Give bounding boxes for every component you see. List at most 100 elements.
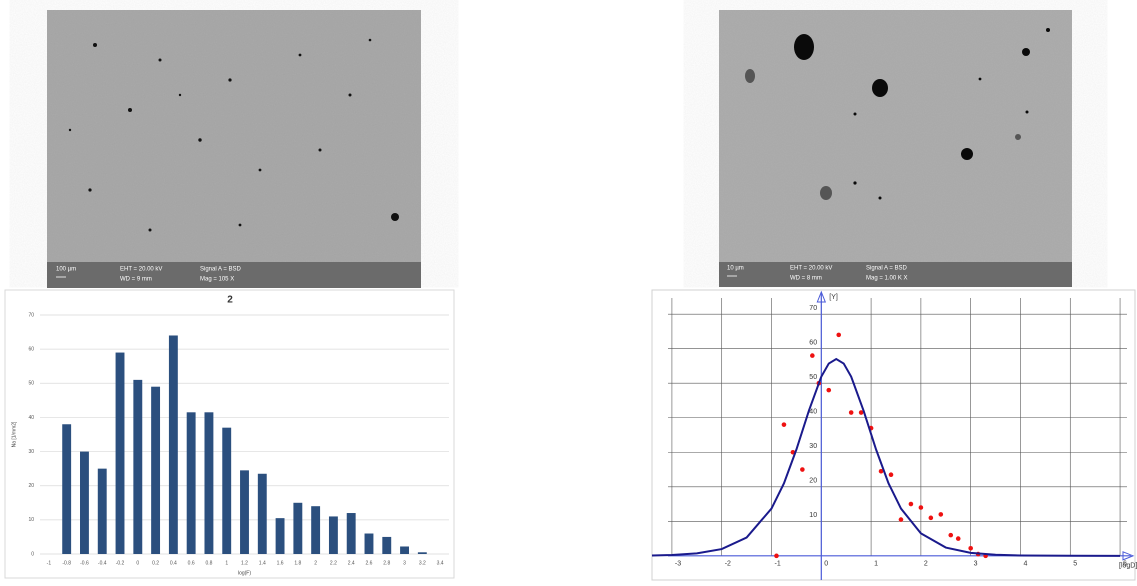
x-tick-label: 2.4	[348, 560, 355, 566]
x-tick-label: 1.2	[241, 560, 248, 566]
info-text: Signal A = BSD	[866, 266, 908, 272]
bar	[311, 506, 321, 554]
y-tick-label: 20	[28, 483, 34, 489]
x-tick-label: 6	[1123, 561, 1127, 568]
data-point	[928, 515, 934, 521]
data-point	[810, 353, 815, 358]
y-axis-label: Na [1/mm2]	[11, 421, 17, 447]
data-point	[968, 545, 973, 551]
x-tick-label: 1.4	[259, 560, 266, 566]
x-tick-label: 3	[974, 561, 978, 568]
y-tick-label: 60	[28, 346, 34, 352]
x-tick-label: 0.6	[188, 560, 195, 566]
x-tick-label: -0.6	[80, 560, 89, 566]
x-tick-label: 3	[403, 560, 406, 566]
y-tick-label: 40	[809, 409, 817, 416]
y-tick-label: 40	[28, 415, 34, 421]
data-point	[774, 553, 779, 559]
data-point	[955, 536, 961, 541]
bar	[80, 451, 89, 554]
x-tick-label: 2.6	[366, 560, 373, 566]
data-point	[858, 410, 864, 415]
bar	[133, 379, 143, 554]
x-tick-label: 1.8	[294, 560, 301, 566]
data-point	[938, 512, 944, 517]
data-point	[888, 472, 894, 478]
info-text: Mag = 105 X	[200, 277, 234, 283]
info-text: Signal A = BSD	[200, 267, 242, 273]
x-tick-label: 0.2	[152, 560, 159, 566]
data-point	[800, 467, 805, 472]
y-axis-label: [Y]	[829, 294, 838, 301]
scale-bar: 100 µm	[56, 267, 76, 273]
data-point	[908, 501, 914, 507]
sem-image: 10 µm EHT = 20.00 kV WD = 8 mm Signal A …	[719, 10, 1072, 287]
y-tick-label: 10	[809, 512, 817, 519]
bar	[417, 552, 427, 554]
info-text: EHT = 20.00 kV	[790, 266, 832, 272]
sem-image: 100 µm EHT = 20.00 kV WD = 9 mm Signal A…	[47, 10, 421, 288]
x-tick-label: 2.2	[330, 560, 337, 566]
x-tick-label: -0.4	[98, 560, 107, 566]
y-tick-label: 30	[28, 449, 34, 455]
y-tick-label: 50	[28, 381, 34, 387]
bar	[62, 424, 72, 554]
x-tick-label: -0.8	[62, 560, 71, 566]
x-tick-label: 0	[136, 560, 139, 566]
x-axis-label: [logD]	[1119, 563, 1137, 570]
data-point	[878, 468, 884, 474]
data-point	[898, 517, 904, 522]
bar	[115, 352, 125, 554]
bar	[168, 335, 178, 554]
bar	[346, 513, 356, 554]
chart-frame	[651, 289, 1136, 581]
bar	[186, 412, 196, 554]
x-tick-label: 3.4	[437, 560, 444, 566]
x-tick-label: 0.4	[170, 560, 177, 566]
x-tick-label: -1	[775, 561, 781, 568]
x-tick-label: 3.2	[419, 560, 426, 566]
axis-arrow	[816, 290, 827, 303]
bar	[204, 412, 214, 554]
x-tick-label: -3	[675, 561, 681, 568]
data-point	[918, 505, 924, 510]
info-text: EHT = 20.00 kV	[120, 267, 162, 273]
x-tick-label: 1	[874, 561, 878, 568]
bar	[382, 536, 392, 554]
y-tick-label: 70	[809, 305, 817, 312]
y-tick-label: 50	[809, 374, 817, 381]
bar	[151, 386, 161, 554]
bar	[364, 533, 374, 554]
data-point	[826, 387, 832, 393]
fit-curve	[651, 357, 1121, 557]
info-text: WD = 9 mm	[120, 277, 152, 283]
bar	[257, 473, 267, 554]
data-point	[781, 422, 787, 427]
x-tick-label: -1	[47, 560, 52, 566]
y-tick-label: 30	[809, 443, 817, 450]
bar	[293, 502, 303, 554]
x-tick-label: 2.8	[383, 560, 390, 566]
y-tick-label: 60	[809, 340, 817, 347]
x-tick-label: -0.2	[116, 560, 125, 566]
x-tick-label: 5	[1073, 561, 1077, 568]
bar	[275, 518, 285, 554]
chart-title: 2	[227, 295, 233, 306]
bar	[222, 427, 232, 554]
x-tick-label: 4	[1023, 561, 1027, 568]
x-tick-label: -2	[725, 561, 731, 568]
info-text: WD = 8 mm	[790, 276, 822, 282]
data-point	[836, 332, 842, 338]
data-point	[848, 410, 854, 415]
x-tick-label: 0	[824, 561, 828, 568]
y-tick-label: 20	[809, 478, 817, 485]
bar	[240, 470, 249, 554]
data-point	[948, 532, 954, 538]
x-axis-label: log(F)	[238, 570, 251, 576]
y-tick-label: 70	[28, 312, 34, 318]
x-tick-label: 1	[225, 560, 228, 566]
scale-bar: 10 µm	[727, 266, 744, 272]
x-tick-label: 0.8	[205, 560, 212, 566]
y-tick-label: 0	[31, 551, 34, 557]
